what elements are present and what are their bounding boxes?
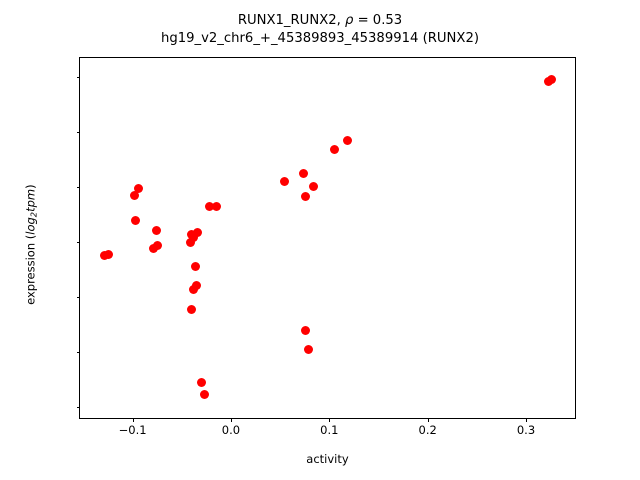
scatter-point — [191, 261, 201, 271]
scatter-point — [130, 190, 140, 200]
scatter-point — [196, 377, 206, 387]
scatter-point — [204, 202, 214, 212]
scatter-point — [152, 240, 162, 250]
scatter-point — [103, 250, 113, 260]
scatter-point — [187, 304, 197, 314]
scatter-point — [131, 215, 141, 225]
data-points-layer — [80, 58, 575, 418]
y-axis-label-subscript: 2 — [28, 211, 39, 218]
scatter-point — [279, 177, 289, 187]
scatter-point — [193, 227, 203, 237]
x-axis-tick-label: −0.1 — [118, 423, 147, 437]
y-axis-tick — [76, 407, 80, 409]
x-axis-tick — [329, 418, 331, 422]
chart-title-suffix: = 0.53 — [353, 13, 403, 28]
y-axis-tick — [76, 297, 80, 299]
plot-area: 210−1−2−3−4−0.10.00.10.20.3 — [76, 57, 576, 437]
scatter-point — [304, 344, 314, 354]
scatter-point — [301, 192, 311, 202]
x-axis-label: activity — [306, 452, 349, 466]
scatter-point — [547, 74, 557, 84]
chart-title-line-1: RUNX1_RUNX2, ρ = 0.53 — [0, 12, 640, 30]
chart-title-line-2: hg19_v2_chr6_+_45389893_45389914 (RUNX2) — [161, 31, 479, 46]
y-axis-label-tpm: tpm — [23, 188, 38, 212]
scatter-point — [309, 181, 319, 191]
scatter-point — [151, 225, 161, 235]
scatter-point — [301, 326, 311, 336]
scatter-point — [342, 136, 352, 146]
scatter-point — [186, 237, 196, 247]
y-axis-tick — [76, 187, 80, 189]
y-axis-label-suffix: ) — [23, 184, 38, 189]
x-axis-tick — [132, 418, 134, 422]
scatter-point — [329, 144, 339, 154]
y-axis-tick — [76, 242, 80, 244]
scatter-point — [299, 169, 309, 179]
y-axis-tick — [76, 352, 80, 354]
y-axis-label-log: log — [23, 217, 38, 235]
x-axis-tick-label: 0.1 — [320, 423, 339, 437]
chart-title: RUNX1_RUNX2, ρ = 0.53 hg19_v2_chr6_+_453… — [0, 12, 640, 48]
x-axis-tick-label: 0.2 — [418, 423, 437, 437]
x-axis-tick — [427, 418, 429, 422]
x-axis-tick — [526, 418, 528, 422]
chart-title-prefix: RUNX1_RUNX2, — [237, 13, 345, 28]
scatter-point — [148, 244, 158, 254]
y-axis-label-wrapper: expression (log2tpm) — [0, 57, 40, 419]
y-axis-tick — [76, 132, 80, 134]
y-axis-label-prefix: expression ( — [23, 234, 38, 305]
scatter-point — [189, 233, 199, 243]
scatter-point — [134, 183, 144, 193]
x-axis-tick-label: 0.0 — [221, 423, 241, 437]
y-axis-tick — [76, 77, 80, 79]
scatter-point — [199, 389, 209, 399]
y-axis-label: expression (log2tpm) — [23, 64, 38, 426]
scatter-point — [192, 280, 202, 290]
scatter-point — [211, 201, 221, 211]
x-axis-tick-label: 0.3 — [516, 423, 536, 437]
rho-symbol: ρ — [345, 13, 354, 28]
x-axis-tick — [230, 418, 232, 422]
